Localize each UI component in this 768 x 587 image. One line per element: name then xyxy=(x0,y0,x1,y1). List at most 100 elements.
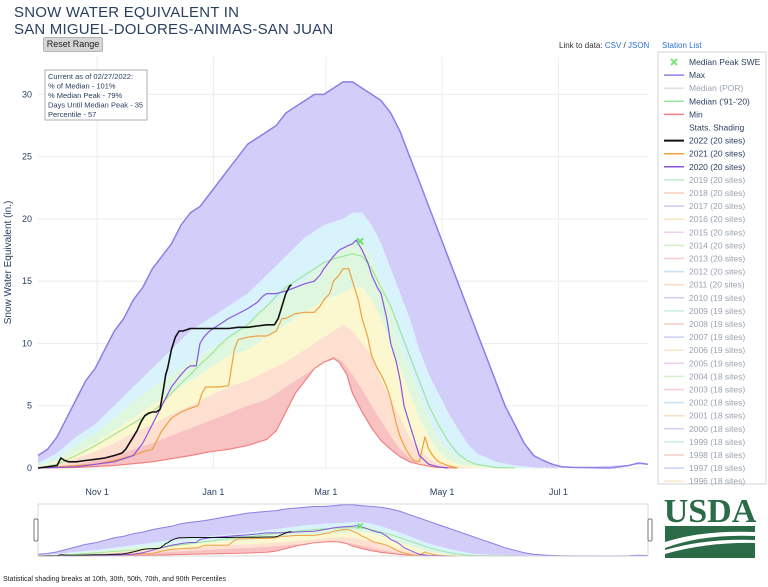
range-handle-left[interactable] xyxy=(33,518,39,542)
legend-label: Max xyxy=(689,70,706,80)
legend-item[interactable]: 2007 (19 sites) xyxy=(664,332,745,342)
y-tick-label: 25 xyxy=(22,152,32,162)
legend-label: 2006 (19 sites) xyxy=(689,345,745,355)
legend-item[interactable]: 1996 (18 sites) xyxy=(664,476,745,486)
legend-item[interactable]: 2022 (20 sites) xyxy=(664,136,745,146)
legend-swatch xyxy=(670,58,678,66)
legend-item[interactable]: 2012 (20 sites) xyxy=(664,267,745,277)
legend-label: 2005 (19 sites) xyxy=(689,358,745,368)
legend-label: 2021 (20 sites) xyxy=(689,149,745,159)
legend-label: 2013 (20 sites) xyxy=(689,254,745,264)
legend-label: 1997 (18 sites) xyxy=(689,463,745,473)
legend-item[interactable]: 2021 (20 sites) xyxy=(664,149,745,159)
legend-item[interactable]: 2009 (19 sites) xyxy=(664,306,745,316)
legend-item[interactable]: 2015 (20 sites) xyxy=(664,227,745,237)
range-series-max xyxy=(37,504,649,557)
legend-label: Median ('91-'20) xyxy=(689,96,750,106)
series-line-1 xyxy=(37,268,458,469)
usda-logo-graphic: USDA xyxy=(664,493,757,558)
chart-title-line1: SNOW WATER EQUIVALENT IN xyxy=(14,4,240,21)
info-box-line: % of Median - 101% xyxy=(48,82,116,91)
info-box-line: Current as of 02/27/2022: xyxy=(48,72,133,81)
usda-logo: USDA xyxy=(662,492,758,560)
legend-item[interactable]: Max xyxy=(664,70,706,80)
series-line-3 xyxy=(37,284,292,469)
legend-label: 1998 (18 sites) xyxy=(689,450,745,460)
y-tick-label: 20 xyxy=(22,214,32,224)
legend-item[interactable]: 1997 (18 sites) xyxy=(664,463,745,473)
y-tick-label: 5 xyxy=(27,401,32,411)
link-prefix: Link to data: xyxy=(559,41,603,50)
legend-item[interactable]: 2011 (20 sites) xyxy=(664,280,745,290)
legend-item[interactable]: 2002 (18 sites) xyxy=(664,398,745,408)
legend-item[interactable]: 2013 (20 sites) xyxy=(664,254,745,264)
series-layer xyxy=(37,81,649,469)
json-link[interactable]: JSON xyxy=(627,41,650,50)
legend-item[interactable]: 2016 (20 sites) xyxy=(664,214,745,224)
usda-logo-stripe xyxy=(665,539,755,554)
legend-item[interactable]: 2019 (20 sites) xyxy=(664,175,745,185)
range-handle-right[interactable] xyxy=(647,518,653,542)
legend-item[interactable]: 1999 (18 sites) xyxy=(664,437,745,447)
legend-label: 2002 (18 sites) xyxy=(689,398,745,408)
legend-label: 2015 (20 sites) xyxy=(689,227,745,237)
usda-logo-text: USDA xyxy=(664,493,757,530)
legend-item[interactable]: 2005 (19 sites) xyxy=(664,358,745,368)
legend-label: 2017 (20 sites) xyxy=(689,201,745,211)
legend-label: 2012 (20 sites) xyxy=(689,267,745,277)
band-p90-p70 xyxy=(38,522,553,556)
range-series-line-2 xyxy=(37,525,448,557)
legend-item[interactable]: 1998 (18 sites) xyxy=(664,450,745,460)
link-separator: / xyxy=(623,41,626,50)
csv-link[interactable]: CSV xyxy=(604,41,622,50)
legend-item[interactable]: 2014 (20 sites) xyxy=(664,240,745,250)
legend-item[interactable]: 2006 (19 sites) xyxy=(664,345,745,355)
legend-item[interactable]: 2017 (20 sites) xyxy=(664,201,745,211)
band-layer xyxy=(38,81,648,469)
legend-item[interactable]: 2000 (18 sites) xyxy=(664,424,745,434)
band-p70-p50 xyxy=(38,243,515,468)
legend-item[interactable]: Min xyxy=(664,109,703,119)
x-tick-label: May 1 xyxy=(430,487,455,497)
legend-item[interactable]: 2003 (18 sites) xyxy=(664,385,745,395)
median-peak-marker xyxy=(356,237,364,246)
legend-item[interactable]: Stats. Shading xyxy=(689,123,745,133)
series-max xyxy=(37,81,649,469)
reset-range-button[interactable]: Reset Range xyxy=(43,37,103,52)
legend-item[interactable]: 2020 (20 sites) xyxy=(664,162,745,172)
legend-label: 1996 (18 sites) xyxy=(689,476,745,486)
legend: Median Peak SWE Max Median (POR) Median ('9… xyxy=(657,51,767,486)
band-max-p90 xyxy=(38,81,648,469)
range-slider[interactable] xyxy=(33,503,653,557)
info-box-line: % Median Peak - 79% xyxy=(48,91,123,100)
x-tick-label: Nov 1 xyxy=(85,487,109,497)
station-list-link[interactable]: Station List xyxy=(662,41,702,50)
y-tick-label: 30 xyxy=(22,89,32,99)
legend-item[interactable]: 2018 (20 sites) xyxy=(664,188,745,198)
legend-label: 2016 (20 sites) xyxy=(689,214,745,224)
legend-label: 2007 (19 sites) xyxy=(689,332,745,342)
legend-label: 2022 (20 sites) xyxy=(689,136,745,146)
range-median-peak-marker xyxy=(357,522,364,529)
info-box: Current as of 02/27/2022:% of Median - 1… xyxy=(44,69,148,121)
axis-layer: 0 5 10 15 20 25 30 Nov 1 Jan 1 Mar 1 May 1 Jul 1 Sno… xyxy=(3,89,568,497)
legend-label: 2009 (19 sites) xyxy=(689,306,745,316)
legend-label: Min xyxy=(689,109,703,119)
legend-item[interactable]: 2008 (19 sites) xyxy=(664,319,745,329)
legend-label: Stats. Shading xyxy=(689,123,745,133)
legend-item[interactable]: 2004 (18 sites) xyxy=(664,371,745,381)
legend-frame xyxy=(657,51,767,485)
x-tick-label: Jan 1 xyxy=(202,487,224,497)
band-p90-p70 xyxy=(38,212,553,468)
series-line-0 xyxy=(37,253,515,469)
legend-item[interactable]: Median Peak SWE xyxy=(670,57,761,67)
legend-item[interactable]: 2001 (18 sites) xyxy=(664,411,745,421)
legend-label: 2010 (19 sites) xyxy=(689,293,745,303)
legend-item[interactable]: 2010 (19 sites) xyxy=(664,293,745,303)
legend-label: 2008 (19 sites) xyxy=(689,319,745,329)
legend-label: 2000 (18 sites) xyxy=(689,424,745,434)
legend-item[interactable]: Median (POR) xyxy=(664,83,743,93)
range-series-min xyxy=(37,540,458,557)
legend-item[interactable]: Median ('91-'20) xyxy=(664,96,750,106)
legend-label: 2003 (18 sites) xyxy=(689,385,745,395)
